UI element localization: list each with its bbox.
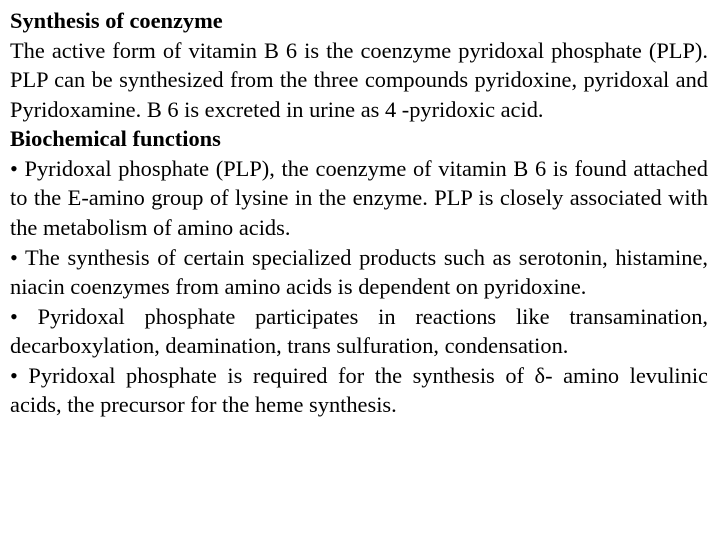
- bullet-item: • Pyridoxal phosphate participates in re…: [10, 302, 708, 361]
- document-page: Synthesis of coenzyme The active form of…: [0, 0, 720, 540]
- bullet-item: • Pyridoxal phosphate is required for th…: [10, 361, 708, 420]
- section-heading-biochemical: Biochemical functions: [10, 124, 708, 154]
- bullet-item: • Pyridoxal phosphate (PLP), the coenzym…: [10, 154, 708, 243]
- paragraph-synthesis: The active form of vitamin B 6 is the co…: [10, 36, 708, 125]
- bullet-item: • The synthesis of certain specialized p…: [10, 243, 708, 302]
- section-heading-synthesis: Synthesis of coenzyme: [10, 6, 708, 36]
